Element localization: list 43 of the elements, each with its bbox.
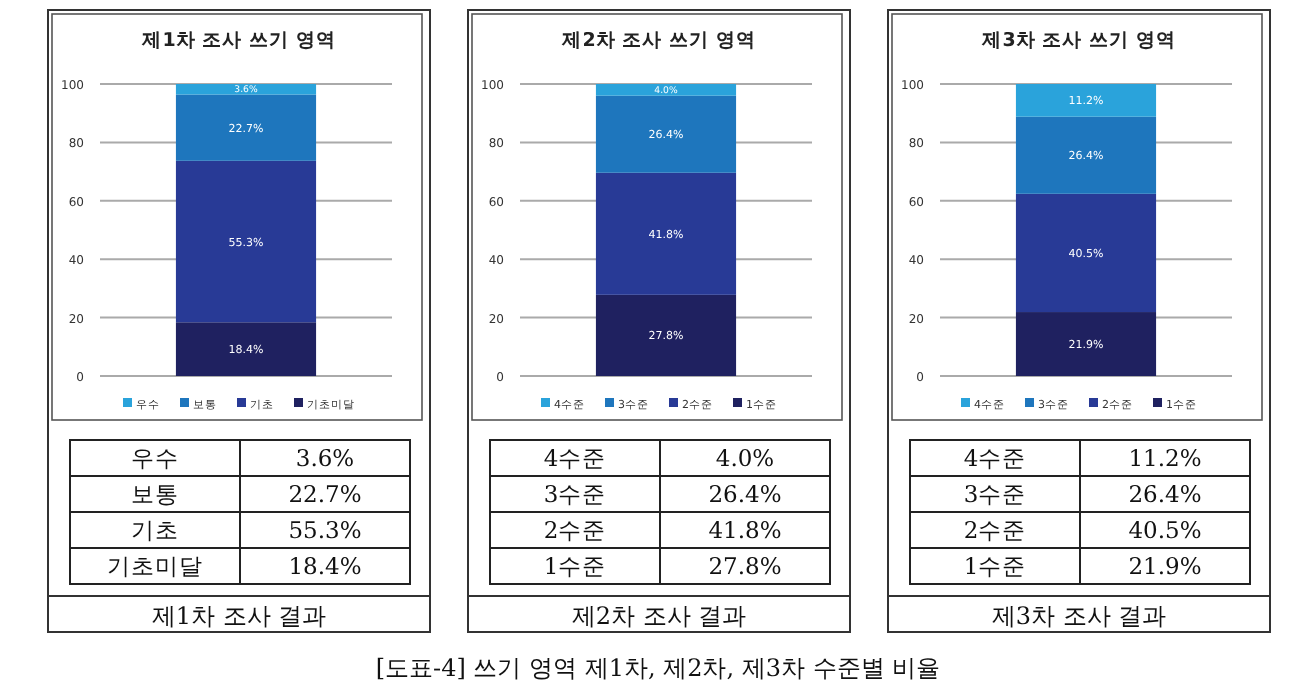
text: 55.3%: [288, 516, 362, 544]
chart-title: 제1차 조사 쓰기 영역: [140, 30, 336, 52]
text: 기초미달: [107, 552, 203, 580]
text: 보통: [131, 480, 179, 508]
text: 제2차 조사 결과: [571, 602, 747, 630]
bar: [1015, 116, 1157, 194]
text: 26.4%: [1128, 480, 1202, 508]
text: 4수준: [543, 444, 607, 472]
text: [도표-4] 쓰기 영역 제1차, 제2차, 제3차 수준별 비율: [375, 654, 941, 682]
text: 1수준: [543, 552, 607, 580]
text: 3수준: [543, 480, 607, 508]
bar: [1015, 193, 1157, 313]
text: 우수: [131, 444, 179, 472]
chart-title: 제3차 조사 쓰기 영역: [980, 30, 1176, 52]
bar: [595, 172, 737, 295]
bar: [1015, 312, 1157, 376]
chart-title: 제2차 조사 쓰기 영역: [560, 30, 756, 52]
text: 제3차 조사 결과: [991, 602, 1167, 630]
text: 3.6%: [295, 444, 355, 472]
text: 4.0%: [715, 444, 775, 472]
bar: [1015, 84, 1157, 117]
text: 2수준: [963, 516, 1027, 544]
text: 22.7%: [288, 480, 362, 508]
bar: [175, 94, 317, 161]
text: 11.2%: [1128, 444, 1202, 472]
bar: [175, 84, 317, 95]
text: 기초: [131, 516, 179, 544]
text: 21.9%: [1128, 552, 1202, 580]
text: 18.4%: [288, 552, 362, 580]
bar: [175, 322, 317, 376]
bar: [595, 84, 737, 96]
text: 27.8%: [708, 552, 782, 580]
text: 3수준: [963, 480, 1027, 508]
bar: [595, 294, 737, 376]
bar: [595, 95, 737, 173]
text: 41.8%: [708, 516, 782, 544]
text: 40.5%: [1128, 516, 1202, 544]
bar: [175, 160, 317, 323]
text: 26.4%: [708, 480, 782, 508]
text: 1수준: [963, 552, 1027, 580]
text: 제1차 조사 결과: [151, 602, 327, 630]
text: 4수준: [963, 444, 1027, 472]
text: 2수준: [543, 516, 607, 544]
